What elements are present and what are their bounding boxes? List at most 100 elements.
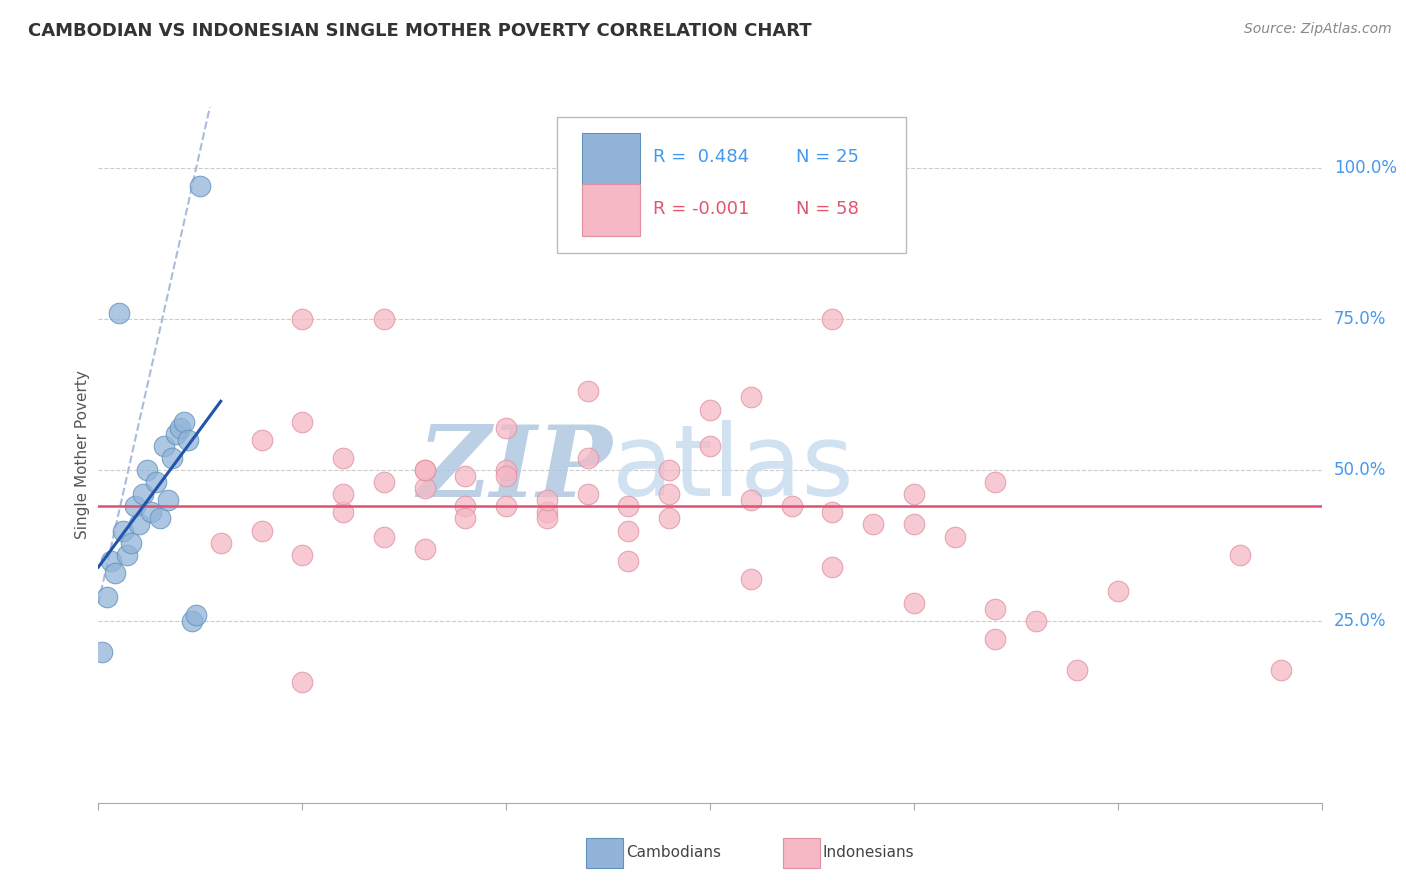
Point <box>862 517 884 532</box>
Point <box>100 554 122 568</box>
Point <box>160 450 183 465</box>
Point <box>156 493 179 508</box>
Point <box>495 420 517 434</box>
Point <box>740 572 762 586</box>
Point <box>984 475 1007 490</box>
Point <box>152 439 174 453</box>
Point <box>495 469 517 483</box>
Point <box>454 511 477 525</box>
Point <box>699 402 721 417</box>
Point <box>576 487 599 501</box>
Point <box>821 505 844 519</box>
Point <box>984 602 1007 616</box>
Point <box>132 487 155 501</box>
FancyBboxPatch shape <box>582 184 640 235</box>
Text: CAMBODIAN VS INDONESIAN SINGLE MOTHER POVERTY CORRELATION CHART: CAMBODIAN VS INDONESIAN SINGLE MOTHER PO… <box>28 22 811 40</box>
Point <box>332 487 354 501</box>
Point <box>780 500 803 514</box>
Point <box>104 566 127 580</box>
Text: atlas: atlas <box>612 420 853 517</box>
Text: Indonesians: Indonesians <box>823 846 914 860</box>
Point <box>373 475 395 490</box>
Point <box>373 311 395 326</box>
Text: Source: ZipAtlas.com: Source: ZipAtlas.com <box>1244 22 1392 37</box>
Point <box>821 559 844 574</box>
Point <box>115 548 138 562</box>
Point <box>149 511 172 525</box>
Point <box>165 426 187 441</box>
Point <box>145 475 167 490</box>
Point <box>903 487 925 501</box>
Point <box>250 524 273 538</box>
Point <box>169 420 191 434</box>
Y-axis label: Single Mother Poverty: Single Mother Poverty <box>75 370 90 540</box>
Point <box>821 311 844 326</box>
Point <box>576 384 599 399</box>
Point <box>984 632 1007 647</box>
Point <box>495 463 517 477</box>
Point <box>291 415 314 429</box>
Point <box>617 500 640 514</box>
Point <box>96 590 118 604</box>
Point <box>903 517 925 532</box>
Point <box>188 178 212 193</box>
Point <box>91 644 114 658</box>
Point <box>250 433 273 447</box>
Point <box>177 433 200 447</box>
Text: 75.0%: 75.0% <box>1334 310 1386 327</box>
Point <box>332 505 354 519</box>
Point <box>141 505 163 519</box>
Text: 50.0%: 50.0% <box>1334 461 1386 479</box>
Point <box>536 505 558 519</box>
Point <box>291 311 314 326</box>
Point <box>1270 663 1292 677</box>
Point <box>413 541 436 556</box>
Point <box>124 500 146 514</box>
Point <box>495 500 517 514</box>
Point <box>740 493 762 508</box>
Point <box>1025 615 1047 629</box>
Point <box>186 608 208 623</box>
Point <box>108 306 131 320</box>
Point <box>576 450 599 465</box>
Point <box>536 511 558 525</box>
Text: ZIP: ZIP <box>418 421 612 517</box>
Text: N = 25: N = 25 <box>796 148 859 166</box>
Point <box>699 439 721 453</box>
Point <box>136 463 159 477</box>
FancyBboxPatch shape <box>557 118 905 253</box>
Text: N = 58: N = 58 <box>796 201 859 219</box>
Point <box>1229 548 1251 562</box>
Point <box>291 674 314 689</box>
Point <box>413 463 436 477</box>
Point <box>291 548 314 562</box>
Point <box>181 615 204 629</box>
Point <box>111 524 134 538</box>
Point <box>658 487 681 501</box>
Point <box>536 493 558 508</box>
Point <box>903 596 925 610</box>
Point <box>209 535 232 549</box>
Point <box>1066 663 1088 677</box>
Point <box>658 463 681 477</box>
Text: Cambodians: Cambodians <box>626 846 721 860</box>
Point <box>617 524 640 538</box>
Point <box>943 530 966 544</box>
FancyBboxPatch shape <box>582 133 640 185</box>
Text: 100.0%: 100.0% <box>1334 159 1398 177</box>
Point <box>120 535 142 549</box>
Point <box>413 463 436 477</box>
Point <box>617 554 640 568</box>
Point <box>454 500 477 514</box>
Text: 25.0%: 25.0% <box>1334 612 1386 631</box>
Point <box>373 530 395 544</box>
Point <box>128 517 150 532</box>
Point <box>1107 584 1129 599</box>
Text: R =  0.484: R = 0.484 <box>652 148 748 166</box>
Point <box>173 415 195 429</box>
Point <box>332 450 354 465</box>
Text: R = -0.001: R = -0.001 <box>652 201 749 219</box>
Point <box>413 481 436 495</box>
Point <box>740 391 762 405</box>
Point <box>454 469 477 483</box>
